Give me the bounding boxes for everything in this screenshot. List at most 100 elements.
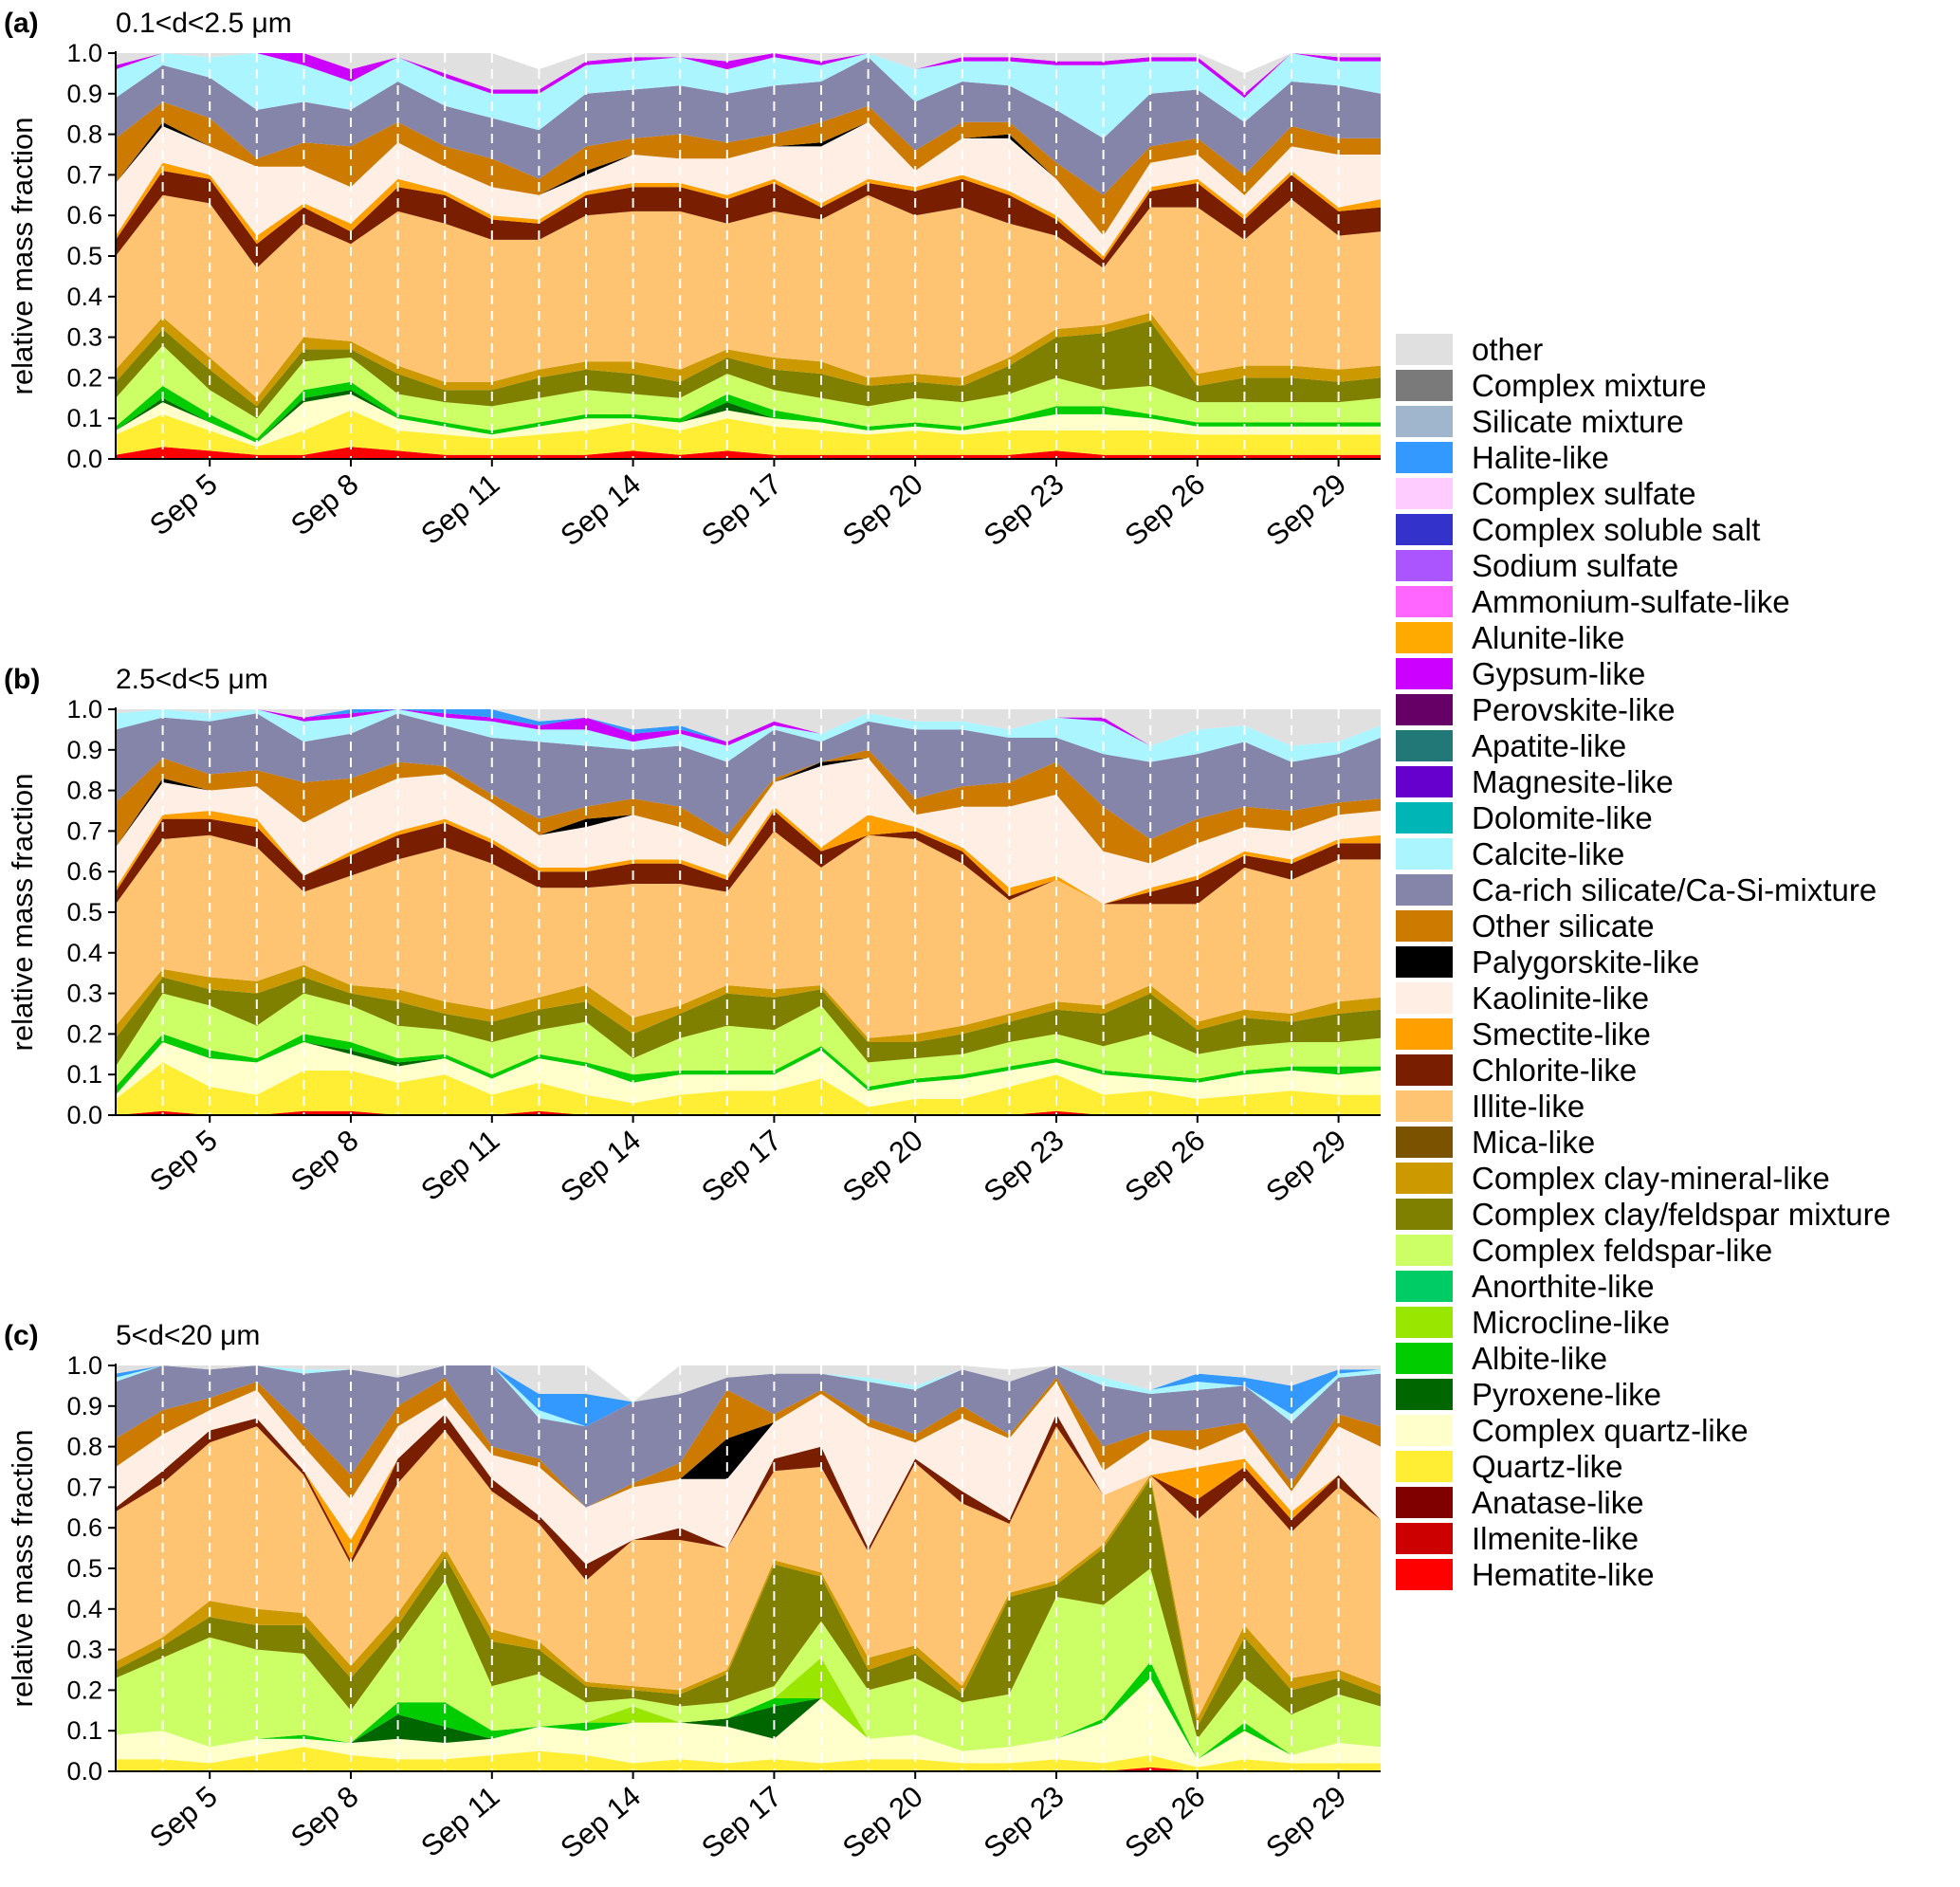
legend-item: Complex sulfate xyxy=(1396,476,1696,511)
x-tick-label: Sep 26 xyxy=(1119,1780,1212,1865)
y-tick-label: 0.2 xyxy=(66,1019,102,1048)
panel-label: (b) xyxy=(4,664,40,695)
y-tick-label: 0.9 xyxy=(66,736,102,764)
panel-label: (c) xyxy=(4,1320,39,1351)
legend-item: Ammonium-sulfate-like xyxy=(1396,584,1790,619)
y-tick-label: 0.1 xyxy=(66,404,102,432)
legend-label: Ammonium-sulfate-like xyxy=(1472,584,1790,619)
y-axis-title: relative mass fraction xyxy=(6,118,39,395)
panel-2: (c) 5<d<20 μm 0.0 0.1 0.2 0.3 0.4 0.5 0.6 0.7 0.8 0… xyxy=(4,1320,1381,1865)
area-smectite-like xyxy=(116,806,1381,905)
area-hematite-like xyxy=(116,1110,1381,1115)
x-tick-label: Sep 5 xyxy=(143,1124,224,1199)
legend-label: Magnesite-like xyxy=(1472,764,1674,799)
legend-item: other xyxy=(1396,332,1543,367)
y-axis-title: relative mass fraction xyxy=(6,1430,39,1708)
y-tick-label: 0.7 xyxy=(66,160,102,189)
legend-swatch xyxy=(1396,658,1453,689)
legend-swatch xyxy=(1396,1054,1453,1086)
y-tick-label: 0.6 xyxy=(66,857,102,886)
y-tick-label: 0.8 xyxy=(66,120,102,149)
legend-swatch xyxy=(1396,550,1453,581)
area-quartz-like xyxy=(116,1747,1381,1771)
y-tick-label: 0.3 xyxy=(66,1636,102,1664)
legend-label: Hematite-like xyxy=(1472,1557,1655,1592)
legend-swatch xyxy=(1396,1487,1453,1518)
y-tick-label: 0.5 xyxy=(66,242,102,270)
y-tick-label: 0.9 xyxy=(66,1392,102,1420)
x-tick-label: Sep 20 xyxy=(836,1780,929,1865)
area-gypsum-like xyxy=(116,53,1381,99)
legend-item: Magnesite-like xyxy=(1396,764,1674,799)
legend-item: Albite-like xyxy=(1396,1341,1607,1376)
x-tick-label: Sep 5 xyxy=(143,1780,224,1855)
legend-label: Dolomite-like xyxy=(1472,800,1653,835)
panels: (a) 0.1<d<2.5 μm 0.0 0.1 0.2 0.3 0.4 0.5 0.6 0.7 0… xyxy=(4,8,1381,1865)
legend-label: Pyroxene-like xyxy=(1472,1377,1661,1412)
legend-swatch xyxy=(1396,730,1453,761)
stacked-areas xyxy=(116,709,1381,1115)
area-albite-like xyxy=(116,1661,1381,1760)
area-calcite-like xyxy=(116,53,1381,138)
legend-item: Anatase-like xyxy=(1396,1485,1644,1520)
y-tick-label: 0.5 xyxy=(66,898,102,926)
legend-swatch xyxy=(1396,1559,1453,1590)
legend-label: Other silicate xyxy=(1472,908,1655,944)
y-tick-label: 0.0 xyxy=(66,445,102,473)
area-complex-clay-feldspar-mixture xyxy=(116,1478,1381,1739)
legend-label: other xyxy=(1472,332,1543,367)
area-other-silicate xyxy=(116,749,1381,864)
legend-item: Apatite-like xyxy=(1396,728,1626,763)
legend-label: Ilmenite-like xyxy=(1472,1521,1639,1556)
panel-1: (b) 2.5<d<5 μm 0.0 0.1 0.2 0.3 0.4 0.5 0.6 0.7 0.8… xyxy=(4,664,1381,1209)
legend-item: Illite-like xyxy=(1396,1089,1584,1124)
legend-item: Complex feldspar-like xyxy=(1396,1233,1772,1268)
legend-label: Complex quartz-like xyxy=(1472,1413,1749,1448)
legend-item: Ilmenite-like xyxy=(1396,1521,1639,1556)
legend-item: Calcite-like xyxy=(1396,836,1624,871)
legend-label: Complex mixture xyxy=(1472,368,1707,403)
x-tick-label: Sep 29 xyxy=(1259,467,1352,553)
legend-label: Anatase-like xyxy=(1472,1485,1644,1520)
legend-label: Silicate mixture xyxy=(1472,404,1684,439)
area-other xyxy=(116,53,1381,94)
area-complex-feldspar-like xyxy=(116,345,1381,439)
legend-swatch xyxy=(1396,442,1453,473)
y-tick-label: 0.6 xyxy=(66,201,102,229)
legend-swatch xyxy=(1396,1451,1453,1482)
x-tick-label: Sep 17 xyxy=(695,1124,788,1209)
x-tick-label: Sep 26 xyxy=(1119,1124,1212,1209)
legend-item: Microcline-like xyxy=(1396,1305,1670,1340)
area-complex-quartz-like xyxy=(116,394,1381,448)
legend-swatch xyxy=(1396,1127,1453,1158)
legend-swatch xyxy=(1396,622,1453,653)
y-axis-title: relative mass fraction xyxy=(6,774,39,1052)
area-illite-like xyxy=(116,831,1381,1038)
area-illite-like xyxy=(116,194,1381,398)
area-hematite-like xyxy=(116,1767,1381,1771)
area-chlorite-like xyxy=(116,811,1381,905)
legend-swatch xyxy=(1396,514,1453,545)
y-tick-label: 0.1 xyxy=(66,1716,102,1745)
y-tick-label: 0.7 xyxy=(66,1473,102,1501)
legend-label: Gypsum-like xyxy=(1472,656,1645,691)
legend-label: Complex feldspar-like xyxy=(1472,1233,1772,1268)
y-tick-label: 0.5 xyxy=(66,1554,102,1583)
panel-0: (a) 0.1<d<2.5 μm 0.0 0.1 0.2 0.3 0.4 0.5 0.6 0.7 0… xyxy=(4,8,1381,553)
legend-swatch xyxy=(1396,586,1453,617)
legend-label: Quartz-like xyxy=(1472,1449,1623,1484)
legend-swatch xyxy=(1396,478,1453,509)
legend-label: Anorthite-like xyxy=(1472,1269,1655,1304)
legend-label: Kaolinite-like xyxy=(1472,980,1649,1016)
y-tick-label: 0.4 xyxy=(66,1595,102,1623)
area-complex-feldspar-like xyxy=(116,1568,1381,1760)
legend-item: Chlorite-like xyxy=(1396,1053,1637,1088)
y-tick-label: 0.3 xyxy=(66,323,102,352)
legend-item: Halite-like xyxy=(1396,440,1609,475)
area-illite-like xyxy=(116,1426,1381,1719)
legend-label: Apatite-like xyxy=(1472,728,1626,763)
legend-item: Dolomite-like xyxy=(1396,800,1653,835)
legend-swatch xyxy=(1396,1090,1453,1122)
legend-swatch xyxy=(1396,406,1453,437)
